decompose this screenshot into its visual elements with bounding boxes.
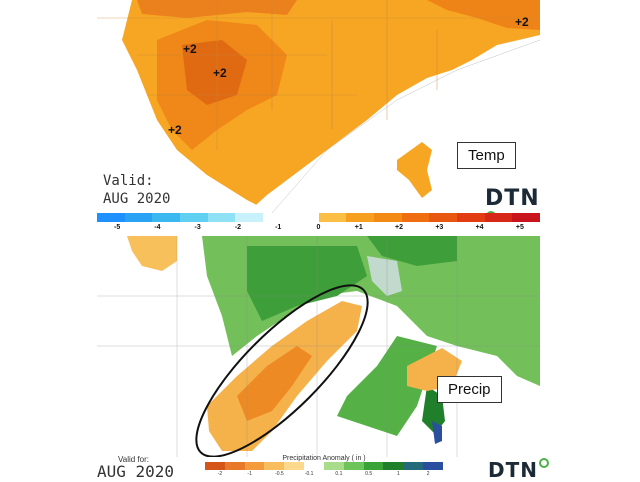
temp-box-label: Temp [457, 142, 516, 169]
scale-color-swatch [264, 462, 285, 470]
scale-color-swatch [235, 213, 264, 222]
temp-scale-tick: +3 [435, 224, 444, 231]
temp-scale-tick: +1 [354, 224, 363, 231]
temp-scale-tick: +4 [475, 224, 484, 231]
precip-scale-tick: 2 [426, 471, 430, 477]
scale-color-swatch [180, 213, 208, 222]
precip-scale-tick: -1 [247, 471, 252, 477]
temp-scale-tick: 0 [316, 224, 321, 231]
dtn-logo: DTN [488, 458, 549, 482]
valid-label: Valid: [103, 173, 154, 189]
temp-scale-tick: -4 [154, 224, 161, 231]
precip-scale-tick: 1 [396, 471, 400, 477]
anomaly-label: +2 [183, 42, 197, 56]
scale-color-swatch [207, 213, 236, 222]
scale-color-swatch [97, 213, 125, 222]
precipitation-scale-ticks: -2 -1 -0.5 -0.1 0.1 0.5 1 2 [205, 470, 443, 478]
scale-color-swatch [263, 213, 291, 222]
valid-date: AUG 2020 [97, 462, 175, 481]
temp-scale-tick: +5 [515, 224, 524, 231]
scale-color-swatch [484, 213, 513, 222]
scale-color-swatch [152, 213, 181, 222]
valid-date: AUG 2020 [103, 191, 171, 207]
scale-color-swatch [124, 213, 153, 222]
scale-color-swatch [403, 462, 424, 470]
scale-color-swatch [244, 462, 265, 470]
anomaly-label: +2 [168, 123, 182, 137]
dtn-logo-dot-icon [486, 211, 496, 213]
precip-scale-tick: 0.5 [365, 471, 373, 477]
scale-color-swatch [318, 213, 347, 222]
precipitation-anomaly-map: Precip [97, 236, 540, 457]
scale-color-swatch [423, 462, 443, 470]
temperature-anomaly-map: +2 +2 +2 +2 Temp Valid: AUG 2020 DTN [97, 0, 540, 213]
scale-color-swatch [373, 213, 402, 222]
scale-color-swatch [205, 462, 225, 470]
precipitation-color-bar [205, 462, 443, 470]
temp-scale-tick: -3 [194, 224, 201, 231]
precip-scale-tick: -0.1 [304, 471, 314, 477]
temperature-scale-ticks: -5 -4 -3 -2 -1 0 +1 +2 +3 +4 +5 [97, 222, 540, 234]
precip-scale-tick: -0.5 [275, 471, 284, 477]
temperature-color-scale: -5 -4 -3 -2 -1 0 +1 +2 +3 +4 +5 [97, 213, 540, 235]
dtn-logo-dot-icon [538, 458, 549, 468]
scale-color-swatch [456, 213, 485, 222]
anomaly-label: +2 [213, 66, 227, 80]
precip-scale-title: Precipitation Anomaly ( in ) [282, 455, 366, 462]
scale-color-swatch [346, 213, 374, 222]
precipitation-map-graphic [97, 236, 540, 457]
scale-color-swatch [304, 462, 324, 470]
temperature-map-graphic [97, 0, 540, 213]
precip-scale-tick: -2 [217, 471, 223, 477]
precip-scale-tick: 0.1 [335, 471, 343, 477]
temperature-color-bar [97, 213, 540, 222]
dtn-logo: DTN [485, 186, 540, 213]
scale-color-swatch [363, 462, 384, 470]
dtn-logo-text: DTN [488, 458, 538, 482]
temp-scale-tick: -5 [114, 224, 121, 231]
scale-color-swatch [401, 213, 430, 222]
temp-scale-tick: -2 [234, 224, 242, 231]
scale-color-swatch [383, 462, 404, 470]
anomaly-label: +2 [515, 15, 529, 29]
temp-scale-tick: -1 [275, 224, 282, 231]
valid-label: Valid for: [118, 455, 149, 464]
scale-color-swatch [512, 213, 540, 222]
precipitation-color-scale: Precipitation Anomaly ( in ) -2 -1 -0.5 -0.… [205, 455, 443, 480]
scale-color-swatch [290, 213, 319, 222]
scale-color-swatch [429, 213, 457, 222]
scale-color-swatch [284, 462, 305, 470]
scale-color-swatch [323, 462, 344, 470]
scale-color-swatch [343, 462, 364, 470]
dtn-logo-text: DTN [485, 186, 540, 211]
precip-box-label: Precip [437, 376, 502, 403]
scale-color-swatch [224, 462, 245, 470]
temp-scale-tick: +2 [395, 224, 404, 231]
